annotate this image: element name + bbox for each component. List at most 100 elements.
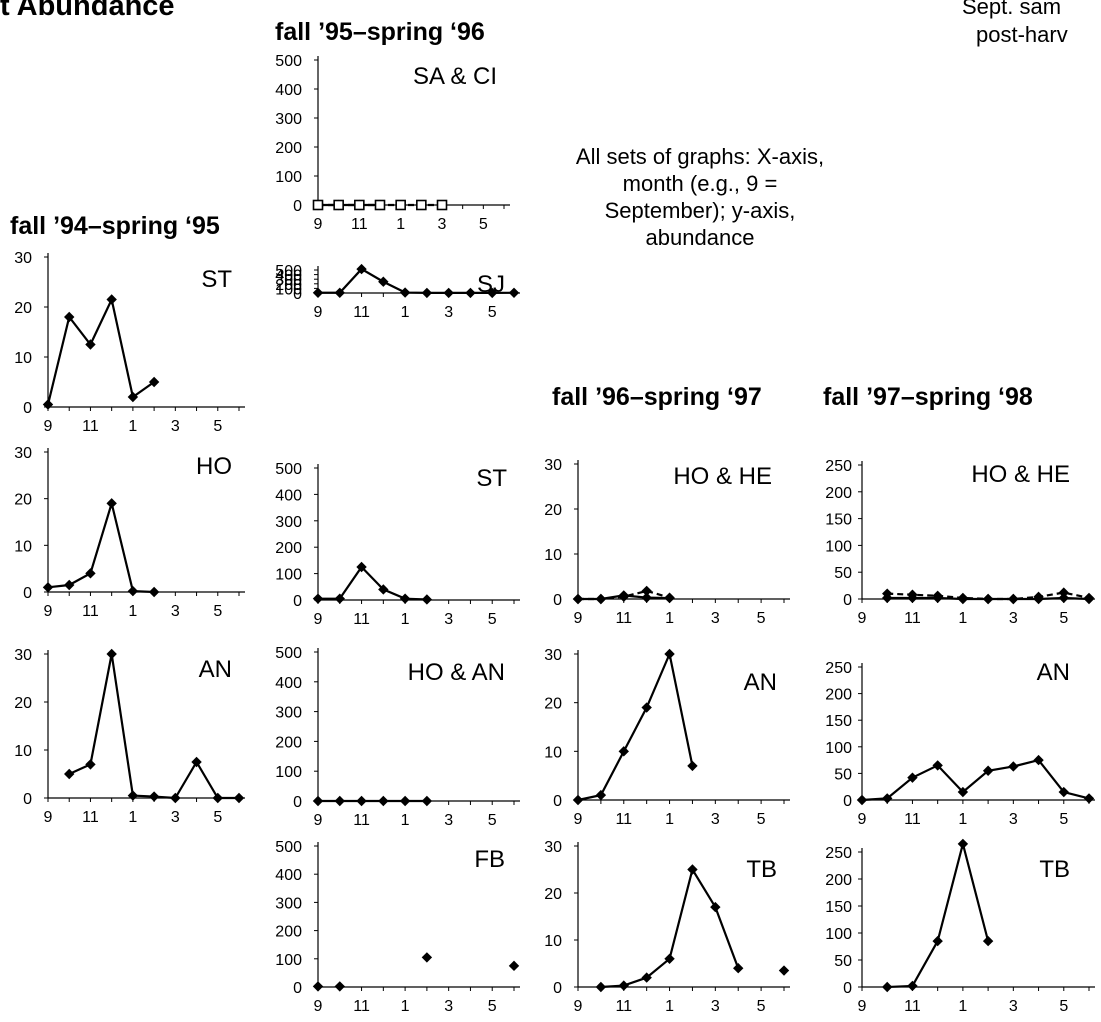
data-point (508, 287, 520, 298)
x-tick-label: 9 (44, 809, 53, 826)
x-tick-label: 1 (401, 611, 410, 628)
series-line (887, 839, 990, 989)
data-point (127, 391, 139, 403)
data-point (378, 795, 389, 807)
y-tick-label: 200 (275, 540, 302, 557)
y-tick-label: 200 (275, 924, 302, 941)
y-tick-label: 0 (553, 980, 562, 997)
x-tick-label: 11 (351, 216, 368, 233)
data-point (312, 287, 324, 298)
data-point (148, 586, 160, 598)
y-tick-label: 50 (834, 953, 852, 970)
x-tick-label: 3 (711, 610, 720, 627)
data-point (882, 793, 893, 804)
y-tick-label: 0 (843, 793, 852, 810)
y-tick-label: 20 (14, 492, 32, 509)
y-tick-label: 0 (293, 198, 302, 215)
data-point (1008, 761, 1019, 772)
data-point (148, 791, 160, 802)
y-tick-label: 500 (275, 645, 302, 662)
x-tick-label: 9 (314, 611, 323, 628)
data-point (595, 789, 607, 801)
data-point (127, 790, 139, 801)
y-tick-label: 0 (553, 793, 562, 810)
y-tick-label: 200 (825, 687, 852, 704)
y-tick-label: 10 (544, 547, 562, 564)
x-tick-label: 3 (1009, 610, 1018, 627)
y-tick-label: 30 (14, 250, 32, 267)
y-tick-label: 0 (843, 592, 852, 609)
x-tick-label: 9 (858, 811, 867, 828)
data-point (1033, 754, 1044, 766)
x-tick-label: 9 (314, 998, 323, 1015)
data-point (1083, 592, 1095, 604)
data-point (191, 756, 202, 768)
x-tick-label: 5 (1059, 610, 1068, 627)
y-tick-label: 300 (275, 514, 302, 531)
data-point (932, 590, 943, 601)
x-tick-label: 9 (574, 811, 583, 828)
data-point (64, 579, 75, 591)
x-tick-label: 9 (44, 418, 53, 435)
y-tick-label: 0 (293, 794, 302, 811)
data-point (106, 498, 117, 509)
data-point (687, 760, 698, 772)
data-point (148, 376, 160, 388)
x-tick-label: 3 (711, 998, 720, 1015)
y-tick-label: 0 (23, 585, 32, 602)
data-point (957, 592, 969, 604)
y-tick-label: 200 (825, 872, 852, 889)
data-point (378, 276, 389, 287)
y-tick-label: 10 (544, 933, 562, 950)
y-tick-label: 250 (825, 458, 852, 475)
x-tick-label: 3 (171, 603, 180, 620)
data-point (421, 795, 433, 807)
data-point (334, 981, 345, 992)
x-tick-label: 11 (353, 812, 370, 829)
y-tick-label: 50 (834, 766, 852, 783)
corner-note-line1: Sept. sam (962, 0, 1062, 19)
data-point (127, 585, 139, 597)
data-point (882, 588, 893, 599)
y-tick-label: 100 (275, 567, 302, 584)
data-point (356, 561, 367, 573)
season-title-95-96: fall ’95–spring ‘96 (275, 18, 485, 46)
x-tick-label: 9 (314, 216, 323, 233)
data-point (64, 768, 75, 780)
y-tick-label: 10 (544, 744, 562, 761)
y-tick-label: 0 (23, 791, 32, 808)
x-tick-label: 3 (444, 812, 453, 829)
data-point (1058, 587, 1069, 598)
x-tick-label: 11 (82, 418, 99, 435)
data-point (399, 287, 411, 298)
y-tick-label: 100 (275, 764, 302, 781)
y-tick-label: 200 (825, 485, 852, 502)
y-tick-label: 100 (825, 740, 852, 757)
y-tick-label: 50 (834, 565, 852, 582)
panel-label: HO & AN (408, 659, 505, 686)
y-tick-label: 30 (14, 445, 32, 462)
y-tick-label: 500 (275, 53, 302, 70)
data-point (436, 199, 448, 211)
x-tick-label: 3 (171, 418, 180, 435)
x-tick-label: 1 (128, 418, 137, 435)
y-tick-label: 150 (825, 899, 852, 916)
y-tick-label: 500 (275, 839, 302, 856)
data-point (932, 935, 943, 947)
x-tick-label: 5 (1059, 811, 1068, 828)
panel-label: TB (1039, 856, 1070, 883)
x-tick-label: 1 (128, 809, 137, 826)
y-tick-label: 100 (275, 281, 302, 298)
x-tick-label: 3 (711, 811, 720, 828)
x-tick-label: 11 (615, 610, 632, 627)
data-point (106, 648, 117, 660)
x-tick-label: 9 (858, 610, 867, 627)
